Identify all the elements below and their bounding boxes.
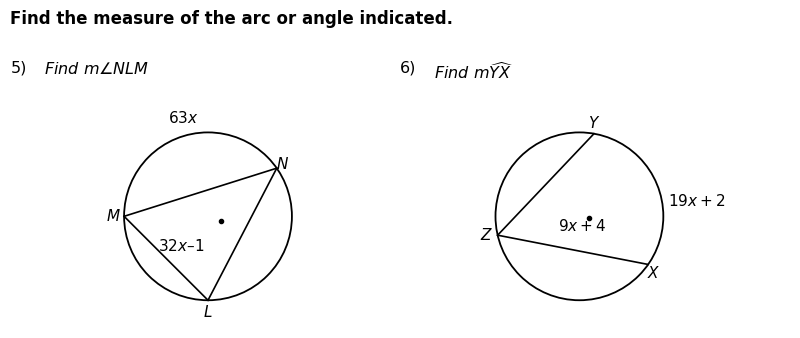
Text: 6): 6) xyxy=(400,61,416,76)
Text: $L$: $L$ xyxy=(203,304,213,320)
Text: $X$: $X$ xyxy=(647,265,661,281)
Text: $Y$: $Y$ xyxy=(588,115,600,131)
Text: Find $m\angle NLM$: Find $m\angle NLM$ xyxy=(44,61,150,77)
Text: $63x$: $63x$ xyxy=(167,110,198,126)
Text: $N$: $N$ xyxy=(276,156,289,172)
Text: $M$: $M$ xyxy=(106,208,121,224)
Text: Find the measure of the arc or angle indicated.: Find the measure of the arc or angle ind… xyxy=(10,10,454,28)
Text: 5): 5) xyxy=(10,61,26,76)
Text: $9x + 4$: $9x + 4$ xyxy=(558,218,606,234)
Text: Find $m\widehat{YX}$: Find $m\widehat{YX}$ xyxy=(434,61,514,82)
Text: $Z$: $Z$ xyxy=(480,227,494,243)
Text: $19x + 2$: $19x + 2$ xyxy=(667,193,725,209)
Text: $32x – 1$: $32x – 1$ xyxy=(158,238,204,254)
